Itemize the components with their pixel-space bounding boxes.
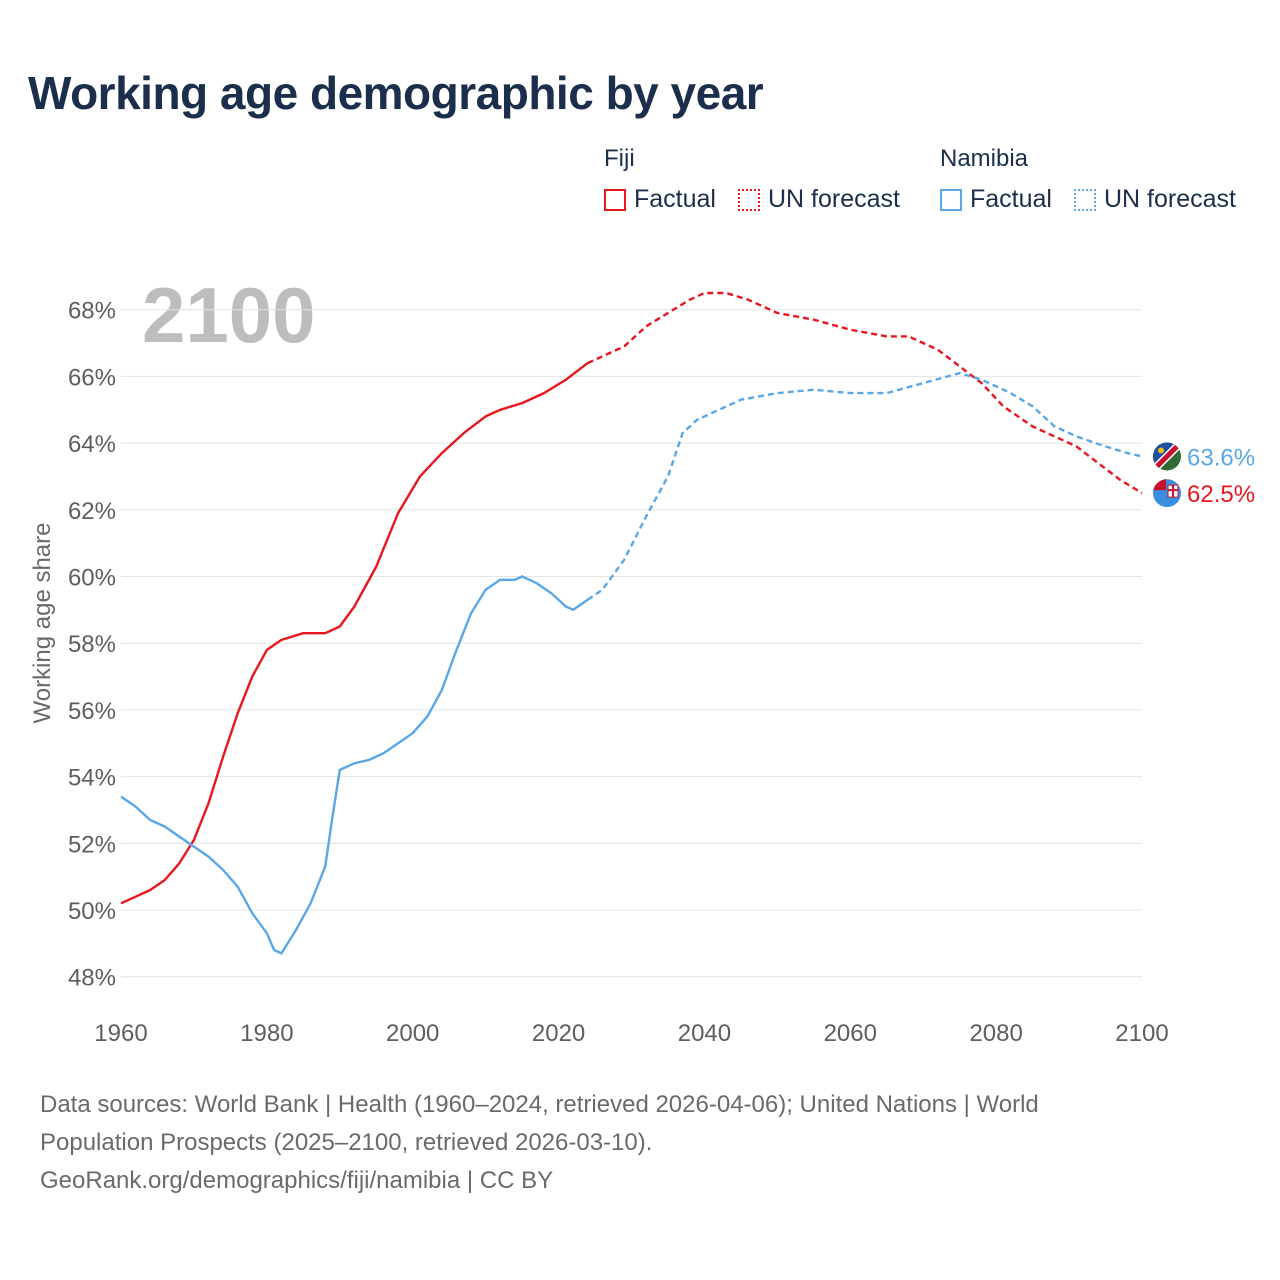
y-tick-label: 64% [68, 431, 116, 458]
y-tick-label: 56% [68, 698, 116, 725]
x-tick-label: 1960 [94, 1020, 147, 1047]
y-tick-label: 68% [68, 298, 116, 325]
legend-label-fiji-factual: Factual [634, 185, 716, 213]
legend-swatch-fiji-factual [604, 188, 626, 211]
year-watermark: 2100 [142, 271, 316, 359]
y-tick-label: 54% [68, 765, 116, 792]
legend-swatch-namibia-factual [940, 188, 962, 211]
legend-item-fiji-factual[interactable]: Factual [604, 185, 716, 214]
flag-fiji-icon [1153, 479, 1181, 508]
x-tick-label: 2100 [1115, 1020, 1168, 1047]
legend-item-fiji-forecast[interactable]: UN forecast [738, 185, 900, 214]
legend-group-fiji: Fiji [604, 145, 635, 172]
y-tick-label: 48% [68, 965, 116, 992]
flag-namibia-icon [1153, 442, 1181, 471]
x-tick-label: 2060 [824, 1020, 877, 1047]
legend-item-namibia-forecast[interactable]: UN forecast [1074, 185, 1236, 214]
footer-sources: Data sources: World Bank | Health (1960–… [40, 1086, 1240, 1200]
x-tick-label: 2000 [386, 1020, 439, 1047]
legend-item-namibia-factual[interactable]: Factual [940, 185, 1052, 214]
footer-line-2: Population Prospects (2025–2100, retriev… [40, 1129, 653, 1156]
x-tick-label: 2020 [532, 1020, 585, 1047]
legend-swatch-namibia-forecast [1074, 188, 1096, 211]
series-line-fiji-factual[interactable] [120, 362, 589, 905]
x-tick-label: 2040 [678, 1020, 731, 1047]
x-tick-label: 1980 [240, 1020, 293, 1047]
legend-label-namibia-factual: Factual [970, 185, 1052, 213]
series-line-namibia-factual[interactable] [120, 575, 589, 955]
x-tick-label: 2080 [969, 1020, 1022, 1047]
end-label-fiji: 62.5% [1187, 481, 1255, 508]
series-line-fiji-forecast[interactable] [587, 291, 1143, 495]
legend-label-namibia-forecast: UN forecast [1104, 185, 1236, 213]
y-tick-label: 66% [68, 364, 116, 391]
y-tick-label: 60% [68, 565, 116, 592]
footer-line-1: Data sources: World Bank | Health (1960–… [40, 1091, 1039, 1118]
chart-title: Working age demographic by year [28, 67, 764, 119]
y-tick-label: 62% [68, 498, 116, 525]
legend-swatch-fiji-forecast [738, 188, 760, 211]
end-label-namibia: 63.6% [1187, 444, 1255, 471]
y-axis-label: Working age share [29, 523, 56, 724]
y-tick-label: 58% [68, 631, 116, 658]
y-tick-label: 52% [68, 831, 116, 858]
y-tick-label: 50% [68, 898, 116, 925]
legend-label-fiji-forecast: UN forecast [768, 185, 900, 213]
legend-group-namibia: Namibia [940, 145, 1029, 172]
series-line-namibia-forecast[interactable] [587, 371, 1143, 601]
footer-line-3[interactable]: GeoRank.org/demographics/fiji/namibia | … [40, 1167, 554, 1194]
